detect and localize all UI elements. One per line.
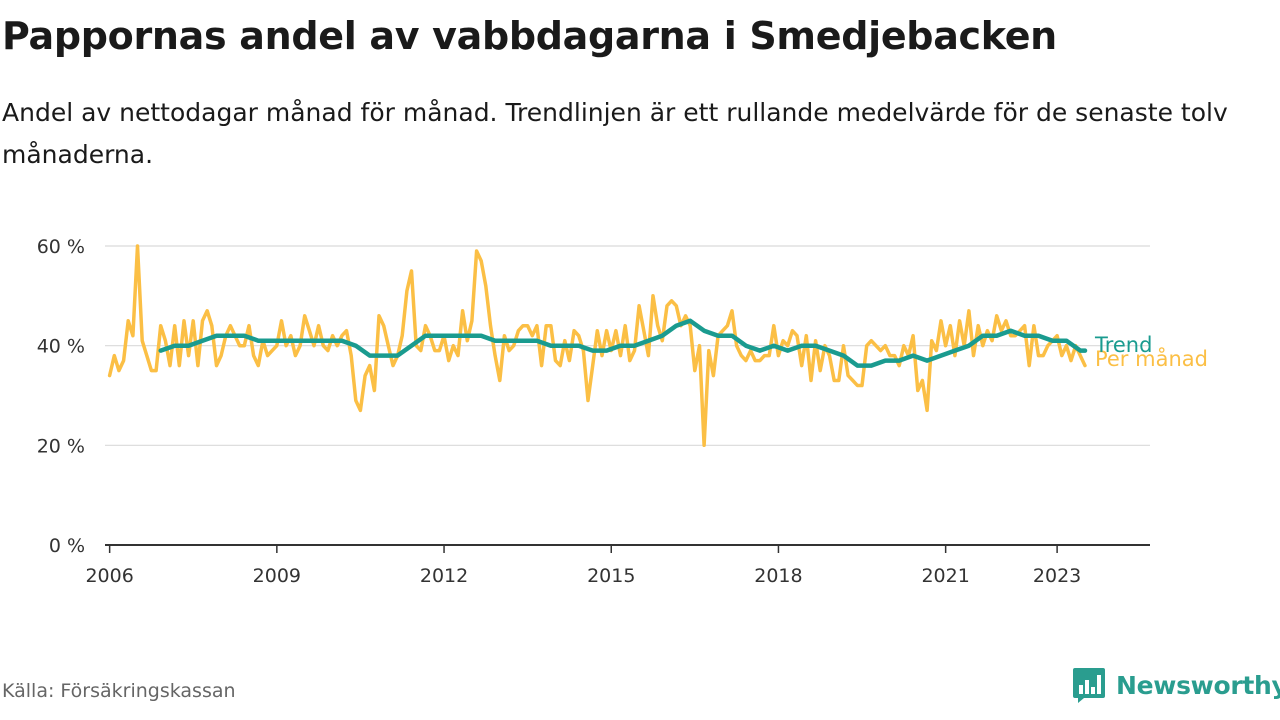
brand-name: Newsworthy [1116, 670, 1280, 700]
newsworthy-logo-icon [1073, 668, 1105, 703]
y-tick-label: 20 % [37, 435, 85, 457]
x-tick-label: 2006 [85, 565, 133, 587]
x-tick-label: 2023 [1033, 565, 1081, 587]
x-tick-label: 2018 [754, 565, 802, 587]
x-tick-label: 2021 [921, 565, 969, 587]
line-chart: 0 % 20 % 40 % 60 % 2006 2009 2012 2015 2018 2021 2… [37, 236, 1208, 587]
chart-title: Pappornas andel av vabbdagarna i Smedjeb… [2, 14, 1057, 58]
axes: 0 % 20 % 40 % 60 % 2006 2009 2012 2015 2018 2021 2… [37, 236, 1150, 587]
y-tick-label: 60 % [37, 236, 85, 258]
x-tick-label: 2012 [420, 565, 468, 587]
source-note: Källa: Försäkringskassan [2, 680, 236, 702]
chart-subtitle: Andel av nettodagar månad för månad. Tre… [2, 98, 1228, 169]
series-label-trend: Trend [1094, 333, 1152, 357]
series-lines [107, 244, 1088, 448]
y-tick-label: 40 % [37, 336, 85, 358]
x-tick-label: 2015 [587, 565, 635, 587]
brand: Newsworthy [1072, 664, 1280, 706]
y-tick-label: 0 % [49, 535, 85, 557]
series-label-per-manad: Per månad [1095, 346, 1208, 371]
series-line-trend [158, 318, 1088, 368]
x-tick-label: 2009 [253, 565, 301, 587]
series-line-per-manad [107, 244, 1087, 448]
